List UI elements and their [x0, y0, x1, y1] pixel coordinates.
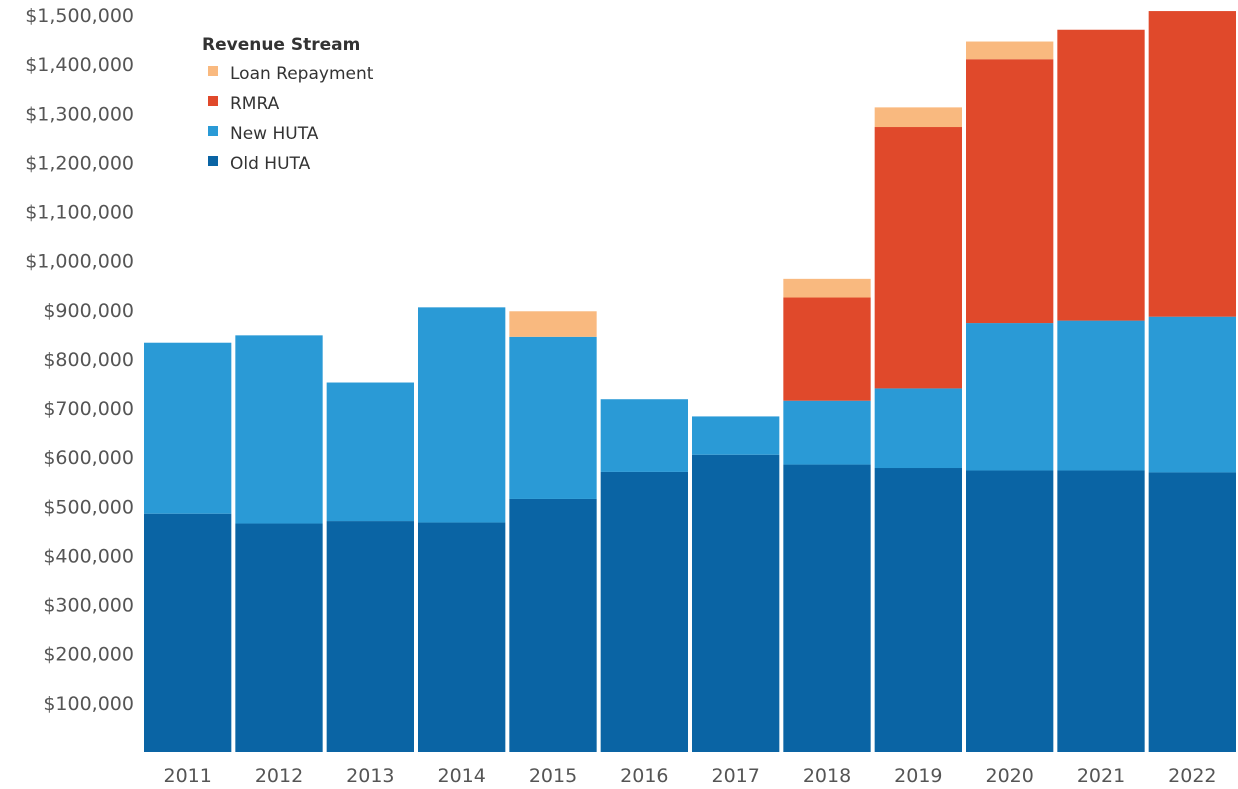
x-tick-label-2017: 2017: [711, 765, 759, 787]
y-tick-label: $1,000,000: [25, 251, 134, 273]
bar-segment-loan-repayment-2019: [874, 107, 962, 128]
y-tick-label: $600,000: [43, 447, 134, 469]
x-tick-label-2012: 2012: [255, 765, 303, 787]
legend-swatch-rmra: [208, 96, 218, 106]
bar-segment-rmra-2020: [966, 59, 1054, 324]
bar-segment-rmra-2018: [783, 297, 871, 401]
bar-segment-new-huta-2020: [966, 323, 1054, 471]
y-tick-label: $100,000: [43, 693, 134, 715]
bar-segment-old-huta-2020: [966, 470, 1054, 752]
bar-segment-old-huta-2019: [874, 468, 962, 752]
bar-segment-rmra-2021: [1057, 29, 1145, 321]
y-tick-label: $800,000: [43, 349, 134, 371]
bar-segment-old-huta-2013: [326, 521, 414, 752]
bar-segment-old-huta-2022: [1148, 472, 1236, 752]
x-tick-label-2018: 2018: [803, 765, 851, 787]
bar-segment-old-huta-2016: [600, 471, 688, 752]
y-tick-label: $200,000: [43, 644, 134, 666]
bar-segment-new-huta-2017: [692, 416, 780, 455]
legend-swatch-loan-repayment: [208, 66, 218, 76]
y-tick-label: $300,000: [43, 595, 134, 617]
bar-segment-loan-repayment-2020: [966, 41, 1054, 60]
legend-label-new-huta: New HUTA: [230, 124, 319, 144]
y-tick-label: $700,000: [43, 398, 134, 420]
x-tick-label-2021: 2021: [1077, 765, 1125, 787]
y-tick-label: $1,200,000: [25, 152, 134, 174]
x-tick-label-2020: 2020: [985, 765, 1033, 787]
y-tick-label: $900,000: [43, 300, 134, 322]
bar-segment-old-huta-2017: [692, 454, 780, 752]
bar-segment-new-huta-2015: [509, 336, 597, 499]
bar-segment-old-huta-2014: [418, 522, 506, 752]
x-tick-label-2016: 2016: [620, 765, 668, 787]
legend-label-loan-repayment: Loan Repayment: [230, 64, 374, 84]
x-tick-label-2022: 2022: [1168, 765, 1216, 787]
bar-segment-new-huta-2014: [418, 307, 506, 523]
legend-swatch-new-huta: [208, 126, 218, 136]
bar-segment-old-huta-2015: [509, 498, 597, 752]
y-tick-label: $1,100,000: [25, 202, 134, 224]
legend-swatch-old-huta: [208, 156, 218, 166]
bar-segment-old-huta-2011: [144, 513, 232, 752]
x-tick-label-2011: 2011: [163, 765, 211, 787]
bar-segment-loan-repayment-2018: [783, 278, 871, 298]
bar-segment-new-huta-2012: [235, 335, 323, 524]
x-tick-label-2019: 2019: [894, 765, 942, 787]
y-tick-label: $1,400,000: [25, 54, 134, 76]
bar-segment-new-huta-2018: [783, 400, 871, 465]
bar-segment-rmra-2019: [874, 127, 962, 389]
legend: Revenue Stream Loan Repayment RMRA New H…: [202, 35, 374, 174]
bar-segment-new-huta-2022: [1148, 316, 1236, 473]
y-tick-label: $1,500,000: [25, 5, 134, 27]
bar-segment-new-huta-2013: [326, 382, 414, 522]
bar-segment-new-huta-2016: [600, 399, 688, 472]
legend-title: Revenue Stream: [202, 35, 360, 55]
y-tick-label: $1,300,000: [25, 103, 134, 125]
x-tick-label-2015: 2015: [529, 765, 577, 787]
x-axis-ticks: 2011 2012 2013 2014 2015 2016 2017 2018 2019 2020…: [163, 765, 1216, 787]
y-tick-label: $500,000: [43, 496, 134, 518]
bar-segment-old-huta-2018: [783, 464, 871, 752]
bar-segment-loan-repayment-2015: [509, 311, 597, 337]
bar-segment-new-huta-2021: [1057, 320, 1145, 471]
bars-layer: [144, 11, 1236, 752]
bar-segment-rmra-2022: [1148, 11, 1236, 317]
legend-label-old-huta: Old HUTA: [230, 154, 311, 174]
y-axis-ticks: $100,000 $200,000 $300,000 $400,000 $500,000…: [25, 5, 134, 715]
x-tick-label-2013: 2013: [346, 765, 394, 787]
y-tick-label: $400,000: [43, 545, 134, 567]
legend-label-rmra: RMRA: [230, 94, 280, 114]
bar-segment-new-huta-2019: [874, 388, 962, 469]
bar-segment-old-huta-2021: [1057, 470, 1145, 752]
bar-segment-new-huta-2011: [144, 342, 232, 514]
x-tick-label-2014: 2014: [437, 765, 485, 787]
bar-segment-old-huta-2012: [235, 523, 323, 752]
